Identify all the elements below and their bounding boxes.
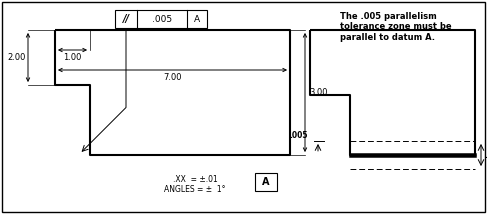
Text: A: A — [262, 177, 270, 187]
Text: The .005 parallelism
tolerance zone must be
parallel to datum A.: The .005 parallelism tolerance zone must… — [340, 12, 451, 42]
Text: .XX  = ±.01
ANGLES = ±  1°: .XX = ±.01 ANGLES = ± 1° — [164, 175, 226, 194]
Text: A: A — [194, 15, 200, 24]
Text: .005: .005 — [152, 15, 172, 24]
Bar — [115, 10, 207, 28]
Text: .005: .005 — [289, 131, 308, 140]
Bar — [255, 173, 277, 191]
Text: .020: .020 — [484, 150, 487, 159]
Text: 1.00: 1.00 — [63, 53, 82, 62]
Text: 3.00: 3.00 — [309, 88, 327, 97]
Text: //: // — [123, 14, 130, 24]
Text: 2.00: 2.00 — [8, 53, 26, 62]
Text: 7.00: 7.00 — [163, 73, 182, 82]
